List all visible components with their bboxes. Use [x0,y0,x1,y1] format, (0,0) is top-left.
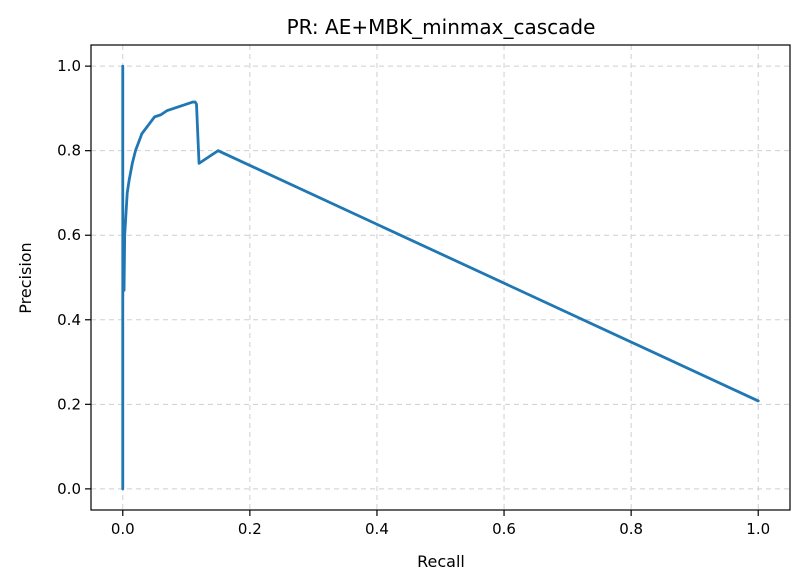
y-tick-label: 0.4 [57,311,81,329]
y-tick-label: 0.6 [57,226,81,244]
chart-title: PR: AE+MBK_minmax_cascade [287,15,596,39]
x-tick-label: 0.6 [492,520,516,538]
y-axis-label: Precision [16,242,35,313]
axis-ticks: 0.0 0.2 0.4 0.6 0.8 1.0 0.0 0.2 0.4 0.6 0.8 1.0 [57,57,770,538]
pr-curve-line [121,64,760,491]
x-tick-label: 0.2 [238,520,262,538]
x-tick-label: 0.0 [111,520,135,538]
plot-frame [90,44,791,511]
series-layer [121,64,760,491]
x-tick-label: 0.8 [619,520,643,538]
x-tick-label: 0.4 [365,520,389,538]
y-tick-label: 0.0 [57,480,81,498]
y-tick-label: 1.0 [57,57,81,75]
x-tick-label: 1.0 [746,520,770,538]
x-axis-label: Recall [417,552,465,571]
y-tick-label: 0.2 [57,395,81,413]
y-tick-label: 0.8 [57,142,81,160]
